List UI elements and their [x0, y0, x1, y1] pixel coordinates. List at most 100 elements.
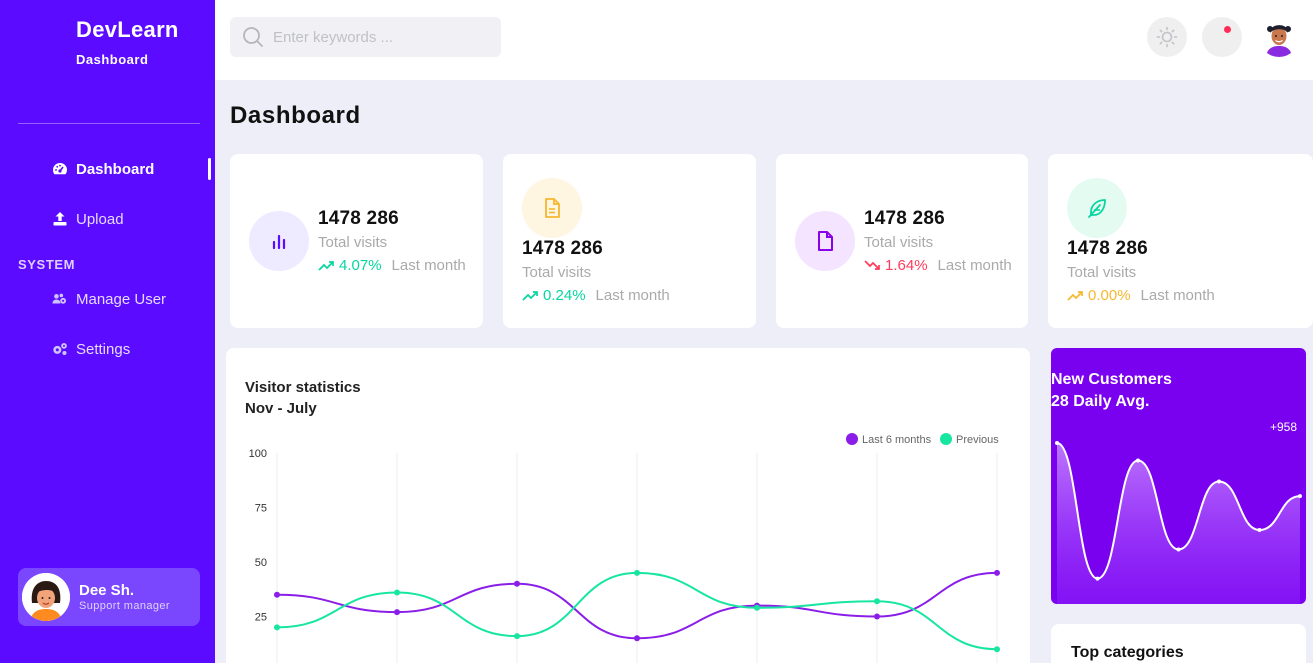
gauge-icon: [53, 163, 67, 175]
stat-trend: 0.00% Last month: [1067, 287, 1215, 304]
theme-toggle-button[interactable]: [1147, 17, 1187, 57]
sidebar-item-label: Settings: [76, 340, 131, 358]
file-icon: [545, 198, 560, 218]
sidebar-divider: [18, 123, 200, 124]
y-tick-label: 25: [255, 612, 267, 624]
stat-trend: 0.24% Last month: [522, 287, 670, 304]
stat-value: 1478 286: [318, 208, 399, 229]
data-point[interactable]: [274, 591, 280, 598]
chart-title-text: Visitor statistics: [245, 379, 361, 396]
data-point[interactable]: [634, 635, 640, 642]
stat-period: Last month: [1140, 287, 1215, 304]
customers-area-fill: [1057, 443, 1300, 604]
sun-icon: [1156, 26, 1178, 48]
stat-change: 0.24%: [543, 287, 586, 304]
stat-card-2: 1478 286 Total visits 0.24% Last month: [503, 154, 756, 328]
user-profile-card[interactable]: Dee Sh. Support manager: [18, 568, 200, 626]
notifications-button[interactable]: [1202, 17, 1242, 57]
stat-card-1: 1478 286 Total visits 4.07% Last month: [230, 154, 483, 328]
new-customers-title: New Customers 28 Daily Avg.: [1051, 369, 1172, 413]
stat-icon-circle: [1067, 178, 1127, 238]
trend-up-icon: [1067, 291, 1083, 301]
chart-subtitle: Nov - July: [245, 400, 317, 417]
customers-data-point[interactable]: [1136, 458, 1140, 463]
feather-icon: [1088, 199, 1106, 218]
stat-value: 1478 286: [1067, 238, 1148, 259]
new-customers-card: New Customers 28 Daily Avg. +958: [1051, 348, 1306, 604]
customers-line: [1056, 442, 1301, 580]
brand-logo[interactable]: DevLearn: [76, 17, 179, 42]
stat-icon-circle: [249, 211, 309, 271]
stat-label: Total visits: [864, 234, 934, 251]
upload-icon: [53, 212, 67, 226]
search-box[interactable]: [230, 17, 501, 57]
sidebar: DevLearn Dashboard Dashboard Upload SYST…: [0, 0, 215, 663]
data-point[interactable]: [874, 598, 880, 605]
legend-marker-previous: [940, 433, 952, 445]
y-tick-label: 75: [255, 503, 267, 515]
visitor-statistics-card: Visitor statistics Nov - July 25 50 75 100 …: [226, 348, 1030, 663]
sidebar-item-manage-user[interactable]: Manage User: [52, 287, 166, 311]
trend-up-icon: [522, 291, 538, 301]
data-point[interactable]: [514, 633, 520, 640]
section-label-system: SYSTEM: [18, 257, 76, 272]
avatar: [22, 573, 70, 621]
customers-title-text: New Customers: [1051, 371, 1172, 388]
profile-avatar[interactable]: [1259, 17, 1299, 57]
data-point[interactable]: [994, 569, 1000, 576]
sidebar-item-label: Manage User: [76, 290, 167, 308]
bar-chart-icon: [272, 234, 286, 250]
stat-value: 1478 286: [522, 238, 603, 259]
data-point[interactable]: [754, 604, 760, 611]
customers-data-point[interactable]: [1095, 576, 1100, 581]
top-categories-card: Top categories: [1051, 624, 1306, 663]
stat-icon-circle: [522, 178, 582, 238]
customers-data-point[interactable]: [1257, 528, 1262, 533]
brand-subtitle: Dashboard: [76, 52, 149, 67]
sidebar-item-label: Upload: [76, 210, 124, 228]
stat-label: Total visits: [522, 264, 592, 281]
chart-title: Visitor statistics Nov - July: [245, 377, 361, 419]
document-icon: [818, 231, 833, 251]
stat-period: Last month: [595, 287, 670, 304]
data-point[interactable]: [994, 646, 1000, 653]
user-role: Support manager: [79, 600, 170, 612]
customers-data-point[interactable]: [1298, 494, 1302, 499]
data-point[interactable]: [634, 569, 640, 576]
data-point[interactable]: [874, 613, 880, 620]
sidebar-item-upload[interactable]: Upload: [52, 207, 124, 231]
top-bar: [215, 0, 1313, 80]
stat-change: 4.07%: [339, 257, 382, 274]
active-indicator: [208, 158, 211, 180]
data-point[interactable]: [274, 624, 280, 631]
data-point[interactable]: [394, 589, 400, 596]
customers-peak-label: +958: [1269, 420, 1297, 434]
gears-icon: [53, 343, 67, 356]
customers-area-chart: [1055, 441, 1302, 604]
legend-label-last-6-months[interactable]: Last 6 months: [862, 434, 932, 446]
stat-period: Last month: [937, 257, 1012, 274]
customers-data-point[interactable]: [1055, 441, 1059, 445]
stat-card-4: 1478 286 Total visits 0.00% Last month: [1048, 154, 1313, 328]
trend-up-icon: [318, 261, 334, 271]
y-tick-label: 100: [249, 448, 267, 460]
customers-data-point[interactable]: [1217, 479, 1221, 484]
stat-label: Total visits: [1067, 264, 1137, 281]
page-title: Dashboard: [230, 102, 361, 129]
legend-label-previous[interactable]: Previous: [956, 434, 999, 446]
legend-marker-last-6-months: [846, 433, 858, 445]
y-tick-label: 50: [255, 557, 267, 569]
sidebar-item-settings[interactable]: Settings: [52, 337, 130, 361]
visitor-line-chart: 25 50 75 100 Last 6 months Previous: [249, 433, 1000, 663]
stat-change: 1.64%: [885, 257, 928, 274]
data-point[interactable]: [514, 580, 520, 587]
data-point[interactable]: [394, 609, 400, 616]
stat-period: Last month: [391, 257, 466, 274]
search-icon: [243, 27, 263, 47]
search-input[interactable]: [273, 28, 493, 46]
customers-data-point[interactable]: [1176, 547, 1181, 552]
sidebar-item-dashboard[interactable]: Dashboard: [52, 157, 154, 181]
notification-dot-icon: [1224, 26, 1231, 33]
stat-change: 0.00%: [1088, 287, 1131, 304]
stat-label: Total visits: [318, 234, 388, 251]
